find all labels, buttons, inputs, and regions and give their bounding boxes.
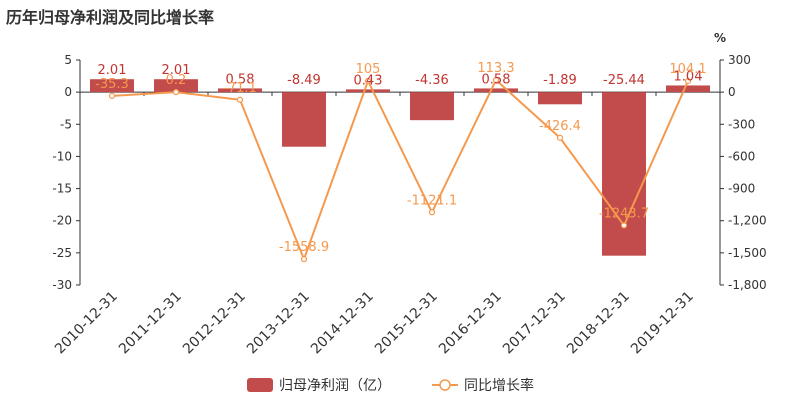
legend-line-marker [439,379,451,391]
right-tick-label: 300 [728,53,751,67]
growth-rate-data-label: 113.3 [477,61,514,76]
left-tick-label: 0 [64,85,72,99]
x-tick-label: 2015-12-31 [372,289,441,358]
left-tick-label: -5 [60,117,72,131]
right-tick-label: -1,800 [728,278,767,292]
x-tick-label: 2019-12-31 [628,289,697,358]
growth-rate-point [172,89,180,96]
right-tick-label: -900 [728,182,755,196]
growth-rate-line [111,78,689,262]
chart-title: 历年归母净利润及同比增长率 [6,8,215,27]
bar [154,79,198,93]
bar [218,88,262,93]
growth-rate-point [364,77,372,84]
left-tick-label: -20 [52,214,72,228]
left-tick-label: -15 [52,182,72,196]
growth-rate-data-label: -1558.9 [279,240,329,255]
left-tick-label: 5 [64,53,72,67]
growth-rate-point [300,256,308,263]
growth-rate-point [236,96,244,103]
growth-rate-point [620,222,628,229]
growth-rate-data-label: -1243.7 [599,206,649,221]
growth-rate-point [684,77,692,85]
legend-bar-swatch [247,378,273,392]
bar-data-label: 1.04 [674,69,703,84]
right-tick-label: -1,200 [728,214,767,228]
bar-data-label: -1.89 [543,73,577,88]
x-tick-label: 2018-12-31 [564,289,633,358]
legend-bar-label: 归母净利润（亿） [279,377,391,394]
x-tick-label: 2013-12-31 [244,289,313,358]
x-tick-label: 2014-12-31 [308,289,377,358]
growth-rate-data-label: 104.1 [669,62,706,77]
bar-data-label: 0.43 [354,73,383,88]
growth-rate-point [556,134,564,141]
bar [346,89,390,93]
growth-rate-data-label: -1121.1 [407,193,457,208]
x-tick-label: 2017-12-31 [500,289,569,358]
bar [474,88,518,93]
bar-data-label: 0.58 [482,72,511,87]
bar-data-label: -25.44 [603,73,645,88]
growth-rate-data-label: 105 [356,62,381,77]
growth-rate-data-label: -35.3 [95,77,129,92]
x-tick-label: 2011-12-31 [116,289,185,358]
right-tick-label: -300 [728,117,755,131]
bar [282,92,326,147]
legend-line-label: 同比增长率 [464,377,534,394]
bar-data-label: 2.01 [98,63,127,78]
bar [538,92,582,105]
growth-rate-data-label: 0.2 [166,73,187,88]
growth-rate-data-label: -426.4 [539,119,581,134]
x-tick-label: 2010-12-31 [52,289,121,358]
left-tick-label: -10 [52,149,72,163]
bar-data-label: 0.58 [226,72,255,87]
bar-data-label: -8.49 [287,73,321,88]
bar [90,79,134,93]
right-tick-label: -1,500 [728,246,767,260]
right-tick-label: 0 [728,85,736,99]
left-tick-label: -30 [52,278,72,292]
growth-rate-point [108,92,116,100]
x-tick-label: 2012-12-31 [180,289,249,358]
growth-rate-point [492,76,500,84]
right-tick-label: -600 [728,149,755,163]
left-tick-label: -25 [52,246,72,260]
bar-data-label: -4.36 [415,73,449,88]
bar-data-label: 2.01 [162,63,191,78]
bar [666,85,710,93]
bar [410,92,454,121]
growth-rate-point [428,209,436,216]
right-axis-unit: % [714,31,726,45]
bar [602,92,646,256]
x-tick-label: 2016-12-31 [436,289,505,358]
growth-rate-data-label: -71.1 [223,81,257,96]
